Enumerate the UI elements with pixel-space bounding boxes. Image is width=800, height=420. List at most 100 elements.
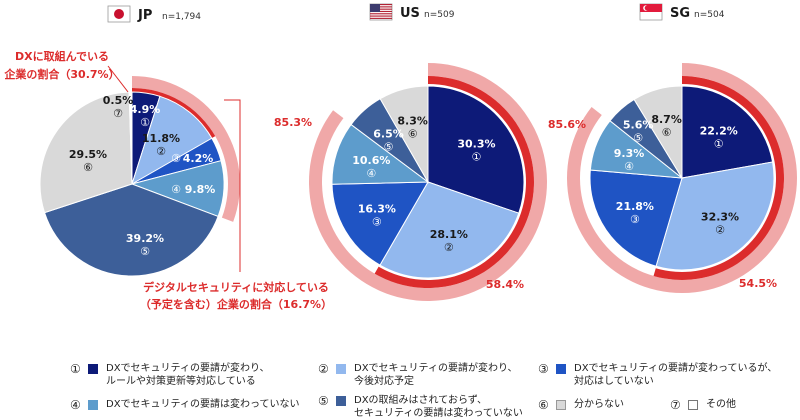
legend-swatch [556, 400, 566, 410]
flag-sun [114, 9, 124, 19]
legend-text: その他 [706, 399, 736, 410]
dx-share-label: 85.3% [274, 116, 312, 129]
slice-value-label: 5.6% [623, 118, 654, 131]
slice-value-label: 32.3% [701, 211, 739, 224]
slice-value-label: 28.1% [430, 228, 468, 241]
slice-value-label: 39.2% [126, 232, 164, 245]
legend-num: ③ [538, 362, 549, 376]
slice-number: ① [140, 116, 150, 129]
slice-number: ⑥ [83, 161, 93, 174]
slice-number: ⑤ [633, 131, 643, 144]
slice-number: ⑥ [408, 127, 418, 140]
slice-value-label: 6.5% [373, 127, 404, 140]
legend-text: DXでセキュリティの要請は変わっていない [106, 399, 300, 410]
security-share-label: 54.5% [739, 277, 777, 290]
dx-callout-line1: DXに取組んでいる [15, 49, 109, 63]
slice-number: ① [472, 150, 482, 163]
flag-stripe [370, 17, 392, 19]
sample-size: n=1,794 [162, 12, 201, 22]
slice-value-label: 21.8% [616, 200, 654, 213]
flag-moon-cut [644, 5, 650, 11]
legend-swatch [336, 396, 346, 406]
sample-size: n=509 [424, 10, 455, 20]
slice-number: ① [714, 137, 724, 150]
slice-number: ② [715, 224, 725, 237]
legend-item-1: ① DXでセキュリティの要請が変わり、 ルールや対策更新等対応している [70, 362, 270, 388]
slice-value-label: 4.9% [130, 103, 161, 116]
flag-stripe [370, 6, 392, 8]
legend-item-6: ⑥ 分からない [538, 398, 624, 412]
slice-value-label: 30.3% [457, 137, 495, 150]
legend-swatch [88, 400, 98, 410]
flag-canton [370, 4, 380, 12]
dx-callout-leader [107, 65, 129, 93]
flag-stripe [370, 8, 392, 10]
slice-value-label: 29.5% [69, 148, 107, 161]
slice-number: ⑤ [140, 245, 150, 258]
jp-flag-icon [107, 5, 131, 23]
slice-number: ② [156, 145, 166, 158]
legend-text: DXの取組みはされておらず、 セキュリティの要請は変わっていない [354, 395, 523, 419]
slice-value-label: 22.2% [700, 124, 738, 137]
pie-slice-3 [589, 169, 683, 267]
slice-value-label: 8.7% [651, 113, 682, 126]
us-flag-icon [369, 3, 393, 21]
dx-callout-line2: 企業の割合（30.7%） [3, 67, 119, 81]
slice-number: ③ [630, 213, 640, 226]
security-callout-line1: デジタルセキュリティに対応している [143, 280, 329, 294]
flag-red [640, 4, 662, 12]
country-code: US [400, 6, 420, 21]
slice-value-label: 9.3% [614, 147, 645, 160]
slice-number: ③ [171, 152, 181, 165]
slice-number: ④ [171, 183, 181, 196]
legend-swatch [336, 364, 346, 374]
legend-item-7: ⑦ その他 [670, 398, 736, 412]
pie-slice-2 [655, 161, 775, 271]
security-share-label: 58.4% [486, 278, 524, 291]
flag-stripe [370, 10, 392, 13]
slice-number: ④ [366, 167, 376, 180]
slice-value-label: 10.6% [352, 154, 390, 167]
legend-swatch [88, 364, 98, 374]
legend-text: 分からない [574, 399, 624, 410]
slice-number: ② [444, 241, 454, 254]
pie-slice-7 [128, 91, 133, 185]
slice-number: ③ [372, 215, 382, 228]
pie-slice-6 [39, 91, 133, 214]
slice-value-label: 11.8% [142, 132, 180, 145]
pie-slice-1 [681, 85, 774, 179]
flag-stripe [370, 4, 392, 6]
slice-value-label: 8.3% [397, 114, 428, 127]
pie-slice-6 [633, 85, 683, 180]
pie-slice-6 [379, 85, 429, 184]
slice-number: ⑤ [384, 140, 394, 153]
legend-text: DXでセキュリティの要請が変わっているが、 対応はしていない [574, 363, 778, 387]
legend-num: ② [318, 362, 329, 376]
legend-item-4: ④ DXでセキュリティの要請は変わっていない [70, 398, 299, 412]
country-code: SG [670, 6, 690, 21]
legend-item-3: ③ DXでセキュリティの要請が変わっているが、 対応はしていない [538, 362, 777, 388]
slice-value-label: 16.3% [358, 202, 396, 215]
pie-slice-3 [331, 181, 429, 266]
legend-item-2: ② DXでセキュリティの要請が変わり、 今後対応予定 [318, 362, 518, 388]
slice-number: ⑦ [113, 107, 123, 120]
legend-num: ① [70, 362, 81, 376]
slice-number: ⑥ [662, 126, 672, 139]
pie-slice-2 [131, 95, 213, 186]
slice-number: ④ [624, 160, 634, 173]
slice-value-label: 9.8% [185, 183, 216, 196]
pie-slice-1 [427, 85, 525, 214]
security-callout-line2: （予定を含む）企業の割合（16.7%） [140, 297, 332, 311]
pie-slice-5 [43, 183, 219, 277]
dx-share-arc [132, 76, 240, 222]
legend-text: DXでセキュリティの要請が変わり、 今後対応予定 [354, 363, 518, 387]
legend-num: ⑤ [318, 394, 329, 408]
flag-stripe [370, 15, 392, 17]
sample-size: n=504 [694, 10, 725, 20]
slice-value-label: 0.5% [103, 94, 134, 107]
legend-num: ⑦ [670, 398, 681, 412]
sg-flag-icon [639, 3, 663, 21]
legend-swatch [688, 400, 698, 410]
dx-share-label: 85.6% [548, 118, 586, 131]
